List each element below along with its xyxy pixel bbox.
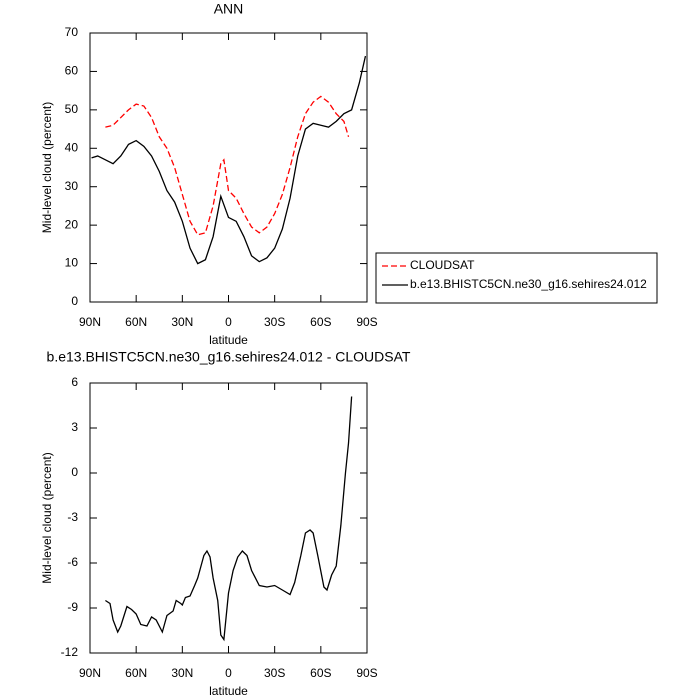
x-tick-label: 90S xyxy=(356,666,377,680)
y-tick-label: 70 xyxy=(65,25,79,39)
x-tick-label: 60S xyxy=(310,666,331,680)
x-tick-label: 30N xyxy=(171,666,193,680)
x-tick-label: 30N xyxy=(171,315,193,329)
x-axis-label: latitude xyxy=(209,684,248,698)
y-tick-label: 10 xyxy=(65,256,79,270)
data-line xyxy=(105,396,353,642)
legend-label: CLOUDSAT xyxy=(410,258,475,272)
y-tick-label: -3 xyxy=(67,510,78,524)
x-tick-label: 60N xyxy=(125,315,147,329)
data-line xyxy=(105,95,350,236)
x-tick-label: 30S xyxy=(264,315,285,329)
y-tick-label: 3 xyxy=(71,420,78,434)
y-tick-label: 6 xyxy=(71,375,78,389)
legend-box xyxy=(375,252,658,304)
y-tick-label: 50 xyxy=(65,102,79,116)
y-tick-label: 40 xyxy=(65,140,79,154)
x-tick-label: 30S xyxy=(264,666,285,680)
x-tick-label: 0 xyxy=(225,666,232,680)
y-tick-label: 0 xyxy=(71,465,78,479)
chart-title: b.e13.BHISTC5CN.ne30_g16.sehires24.012 -… xyxy=(47,349,411,365)
y-axis-label: Mid-level cloud (percent) xyxy=(40,102,54,233)
y-tick-label: 0 xyxy=(71,294,78,308)
data-line xyxy=(91,55,367,265)
x-tick-label: 0 xyxy=(225,315,232,329)
x-tick-label: 90S xyxy=(356,315,377,329)
x-tick-label: 90N xyxy=(79,666,101,680)
y-tick-label: -9 xyxy=(67,600,78,614)
y-tick-label: -6 xyxy=(67,555,78,569)
plot-frame xyxy=(89,382,368,654)
plot-frame xyxy=(89,32,368,303)
y-tick-label: -12 xyxy=(61,645,79,659)
legend-label: b.e13.BHISTC5CN.ne30_g16.sehires24.012 xyxy=(410,277,647,291)
x-tick-label: 90N xyxy=(79,315,101,329)
x-axis-label: latitude xyxy=(209,333,248,347)
y-tick-label: 60 xyxy=(65,64,79,78)
y-axis-label: Mid-level cloud (percent) xyxy=(40,452,54,583)
x-tick-label: 60N xyxy=(125,666,147,680)
chart-title: ANN xyxy=(214,1,244,17)
y-tick-label: 30 xyxy=(65,179,79,193)
y-tick-label: 20 xyxy=(65,217,79,231)
x-tick-label: 60S xyxy=(310,315,331,329)
